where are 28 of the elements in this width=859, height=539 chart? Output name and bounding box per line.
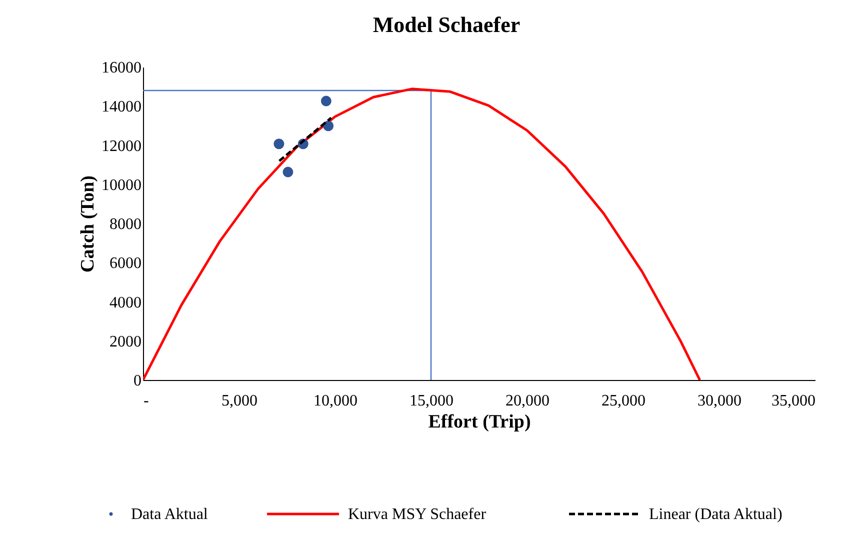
y-tick-label: 12000	[102, 138, 142, 155]
point	[274, 138, 284, 150]
y-tick-label: 2000	[110, 333, 142, 350]
y-tick-label: 10000	[102, 176, 142, 194]
y-tick-label: 14000	[102, 98, 142, 116]
y-tick-label: 4000	[110, 294, 142, 312]
line-series	[143, 88, 702, 380]
y-tick-label: 8000	[110, 216, 142, 233]
point	[323, 120, 334, 132]
legend-label: Linear (Data Aktual)	[649, 506, 782, 523]
x-tick-label: 15,000	[410, 392, 454, 410]
x-tick-label: 25,000	[602, 392, 646, 410]
chart-title: Model Schaefer	[372, 12, 520, 37]
y-axis-title: Catch (Ton)	[78, 176, 98, 272]
point	[282, 166, 294, 178]
x-tick-label: 20,000	[506, 392, 550, 410]
x-tick-label: 30,000	[698, 392, 742, 410]
y-tick-label: 16000	[102, 60, 142, 76]
y-tick-label: 0	[134, 372, 142, 390]
legend-label: Data Aktual	[131, 506, 208, 523]
x-tick-label: 5,000	[222, 392, 258, 410]
point	[320, 96, 332, 106]
x-tick-label: -	[144, 392, 149, 410]
y-tick-label: 6000	[110, 255, 142, 272]
x-axis-title: Effort (Trip)	[428, 412, 531, 432]
x-tick-label: 35,000	[772, 392, 816, 410]
legend-label: Kurva MSY Schaefer	[348, 506, 487, 523]
x-tick-label: 10,000	[314, 392, 358, 410]
